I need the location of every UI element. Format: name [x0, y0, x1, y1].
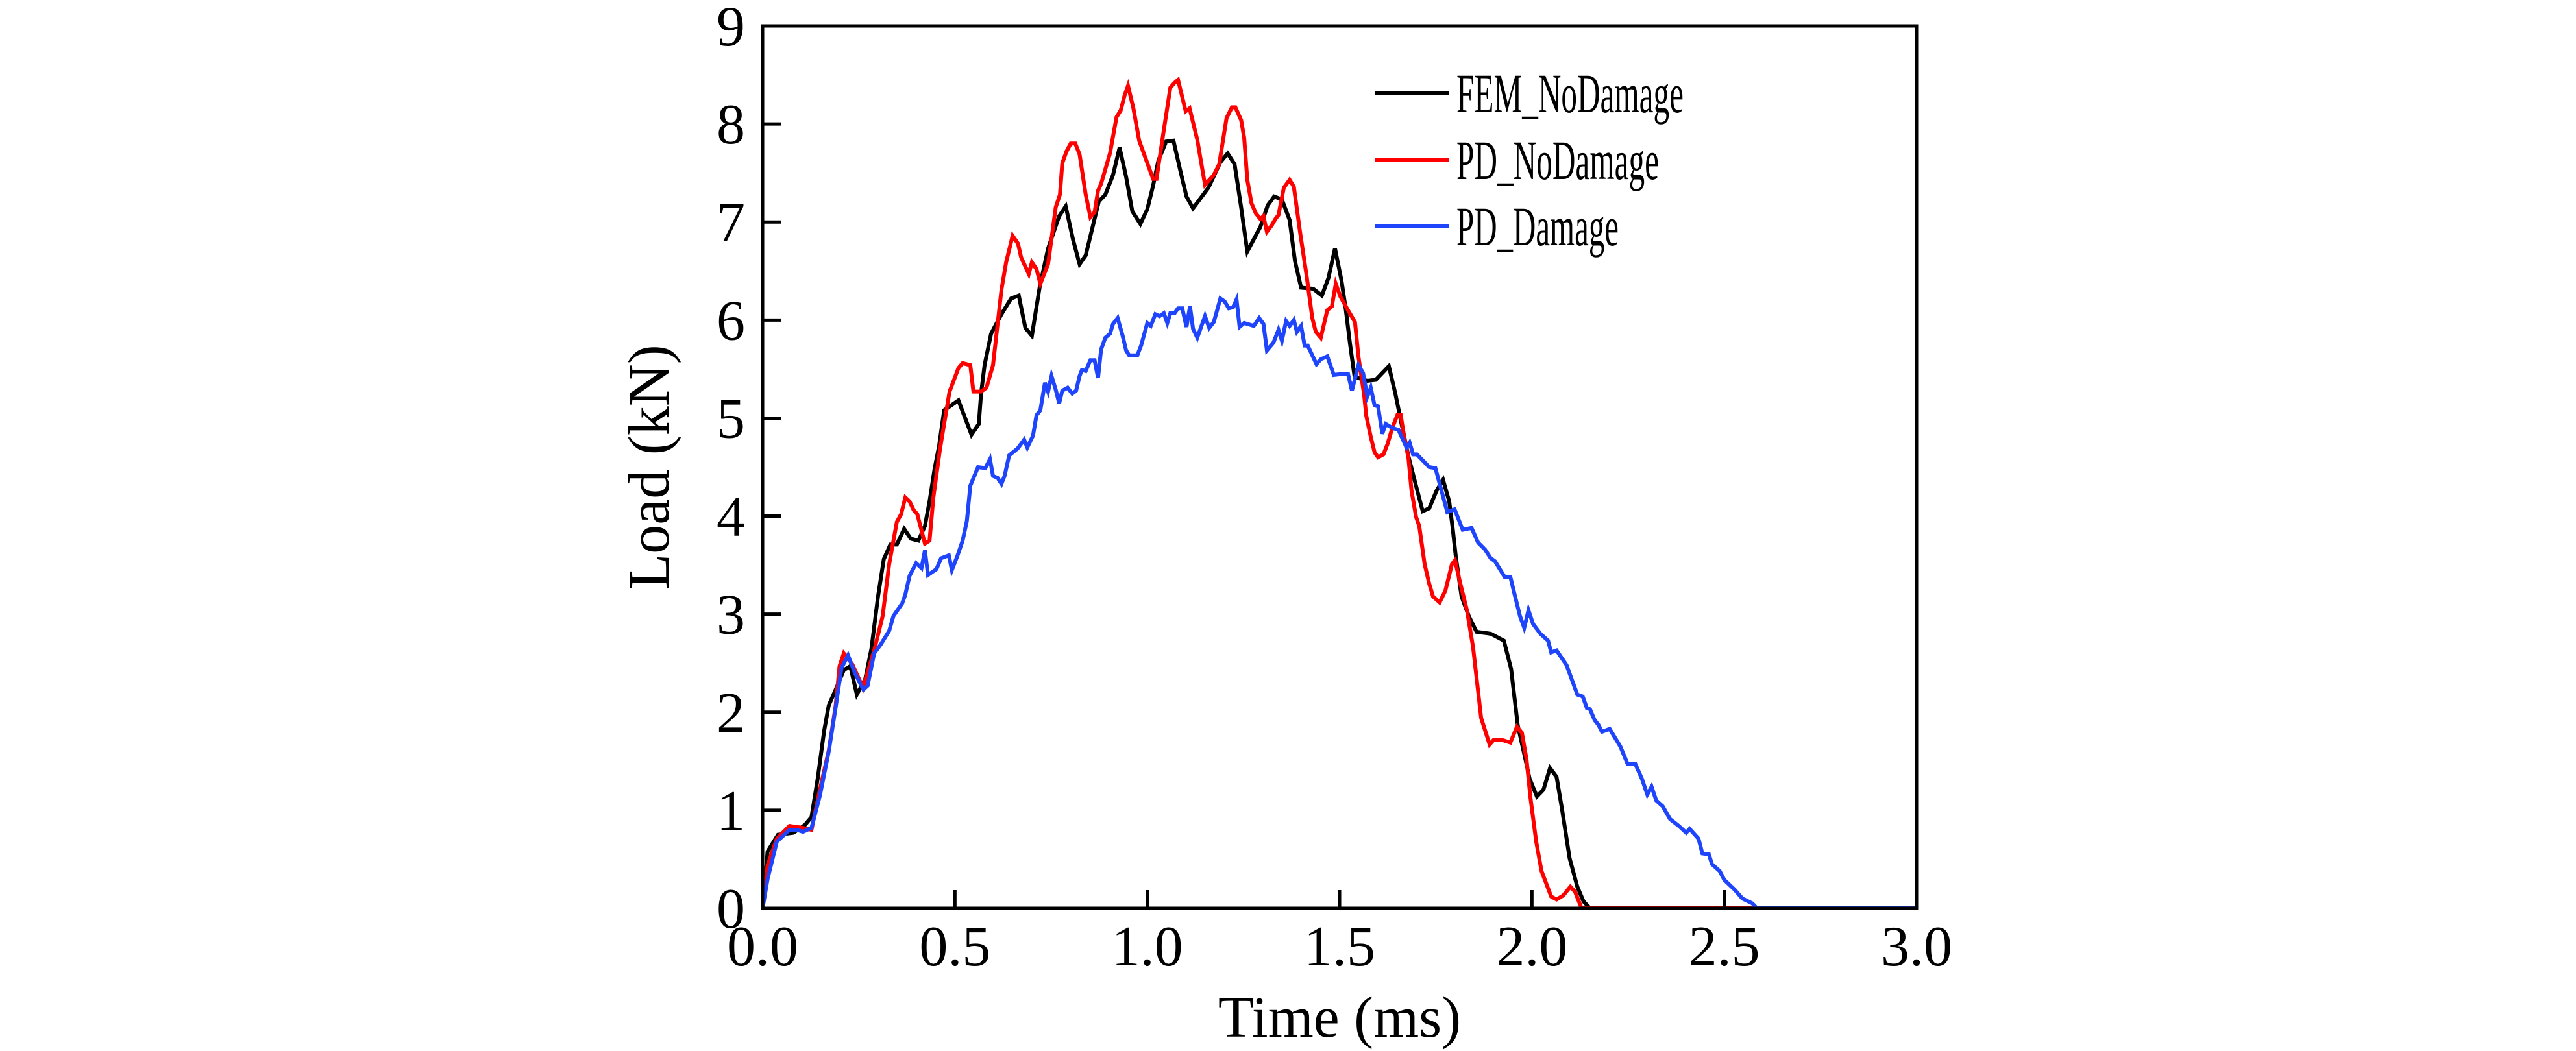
x-tick-label: 0.5 — [919, 915, 990, 978]
y-tick-label: 0 — [717, 878, 745, 941]
series-layer — [761, 76, 1917, 910]
x-tick-label: 0.0 — [727, 915, 798, 978]
legend-item-fem-nodamage: FEM_NoDamage — [1375, 62, 1684, 125]
y-tick-label: 9 — [717, 0, 745, 58]
legend-item-pd-nodamage: PD_NoDamage — [1375, 129, 1659, 191]
x-tick-label: 2.0 — [1496, 915, 1567, 978]
x-tick-labels: 0.0 0.5 1.0 1.5 2.0 2.5 3.0 — [727, 915, 1952, 978]
series-line-pd-nodamage — [761, 76, 1917, 910]
series-line-pd-damage — [761, 292, 1917, 910]
x-tick-label: 3.0 — [1881, 915, 1952, 978]
y-axis-title: Load (kN) — [617, 344, 681, 589]
y-tick-label: 5 — [717, 387, 745, 450]
y-tick-label: 6 — [717, 289, 745, 352]
legend-label: FEM_NoDamage — [1456, 62, 1684, 125]
legend-label: PD_Damage — [1456, 195, 1619, 258]
legend-label: PD_NoDamage — [1456, 129, 1659, 191]
y-tick-label: 8 — [717, 93, 745, 156]
y-tick-label: 3 — [717, 584, 745, 647]
y-tick-label: 1 — [717, 780, 745, 843]
x-tick-label: 2.5 — [1689, 915, 1760, 978]
y-tick-labels: 0 1 2 3 4 5 6 7 8 9 — [717, 0, 745, 941]
y-tick-label: 4 — [717, 486, 745, 549]
x-tick-label: 1.0 — [1112, 915, 1183, 978]
legend-item-pd-damage: PD_Damage — [1375, 195, 1619, 258]
y-tick-label: 2 — [717, 682, 745, 745]
x-axis-title: Time (ms) — [1218, 985, 1461, 1050]
x-tick-label: 1.5 — [1304, 915, 1375, 978]
y-tick-label: 7 — [717, 191, 745, 254]
ticks-layer — [763, 122, 1726, 908]
